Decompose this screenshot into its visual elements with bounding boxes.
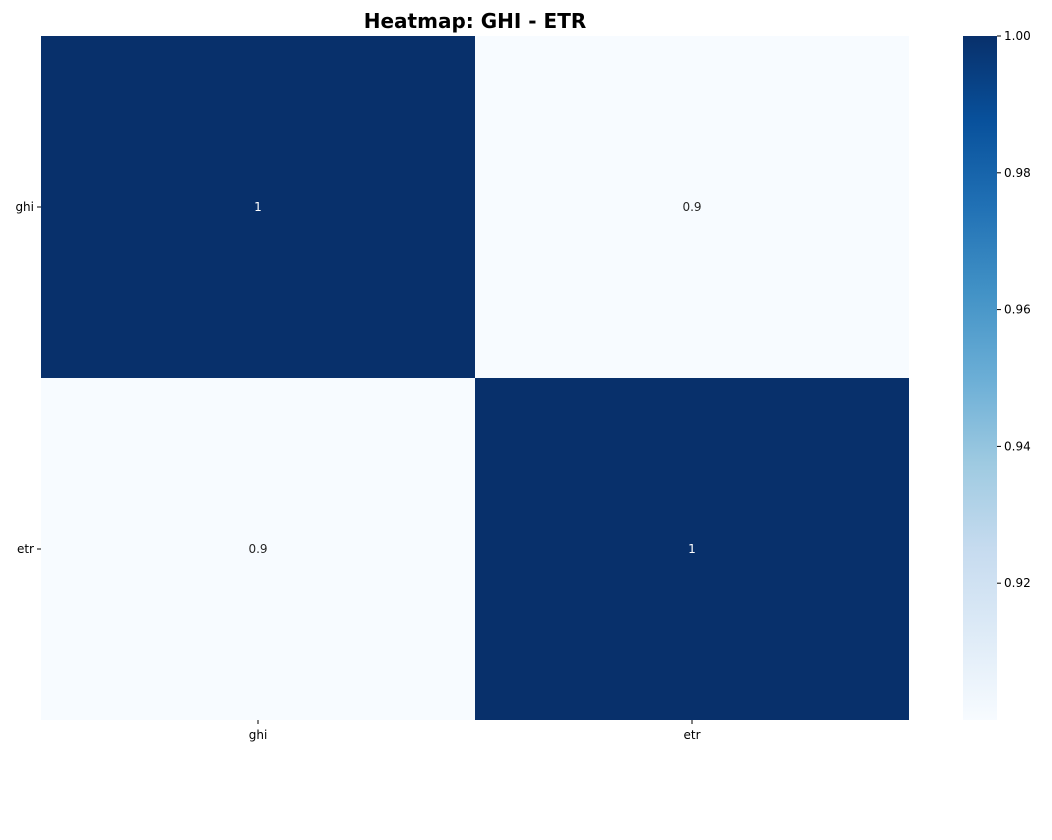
cell-label-etr-etr: 1 [688,542,696,556]
y-axis: ghi etr [15,200,41,556]
y-tick-label-ghi: ghi [15,200,34,214]
x-tick-label-ghi: ghi [249,728,268,742]
colorbar-tick-label-0.96: 0.96 [1004,303,1031,317]
heatmap-cell-etr-ghi [41,378,475,720]
heatmap-cell-ghi-etr [475,36,909,378]
colorbar [963,36,997,720]
cell-label-ghi-etr: 0.9 [682,200,701,214]
heatmap-cell-labels: 1 0.9 0.9 1 [248,200,701,556]
heatmap-cell-etr-etr [475,378,909,720]
y-tick-label-etr: etr [17,542,34,556]
colorbar-tick-label-0.98: 0.98 [1004,166,1031,180]
colorbar-tick-label-0.94: 0.94 [1004,439,1031,453]
x-tick-label-etr: etr [683,728,700,742]
cell-label-ghi-ghi: 1 [254,200,262,214]
heatmap-cells [41,36,909,720]
heatmap-cell-ghi-ghi [41,36,475,378]
x-axis: ghi etr [249,720,701,742]
colorbar-tick-label-0.92: 0.92 [1004,576,1031,590]
colorbar-tick-label-1.00: 1.00 [1004,29,1031,43]
colorbar-ticks: 0.92 0.94 0.96 0.98 1.00 [997,29,1031,590]
chart-title: Heatmap: GHI - ETR [364,9,587,33]
cell-label-etr-ghi: 0.9 [248,542,267,556]
